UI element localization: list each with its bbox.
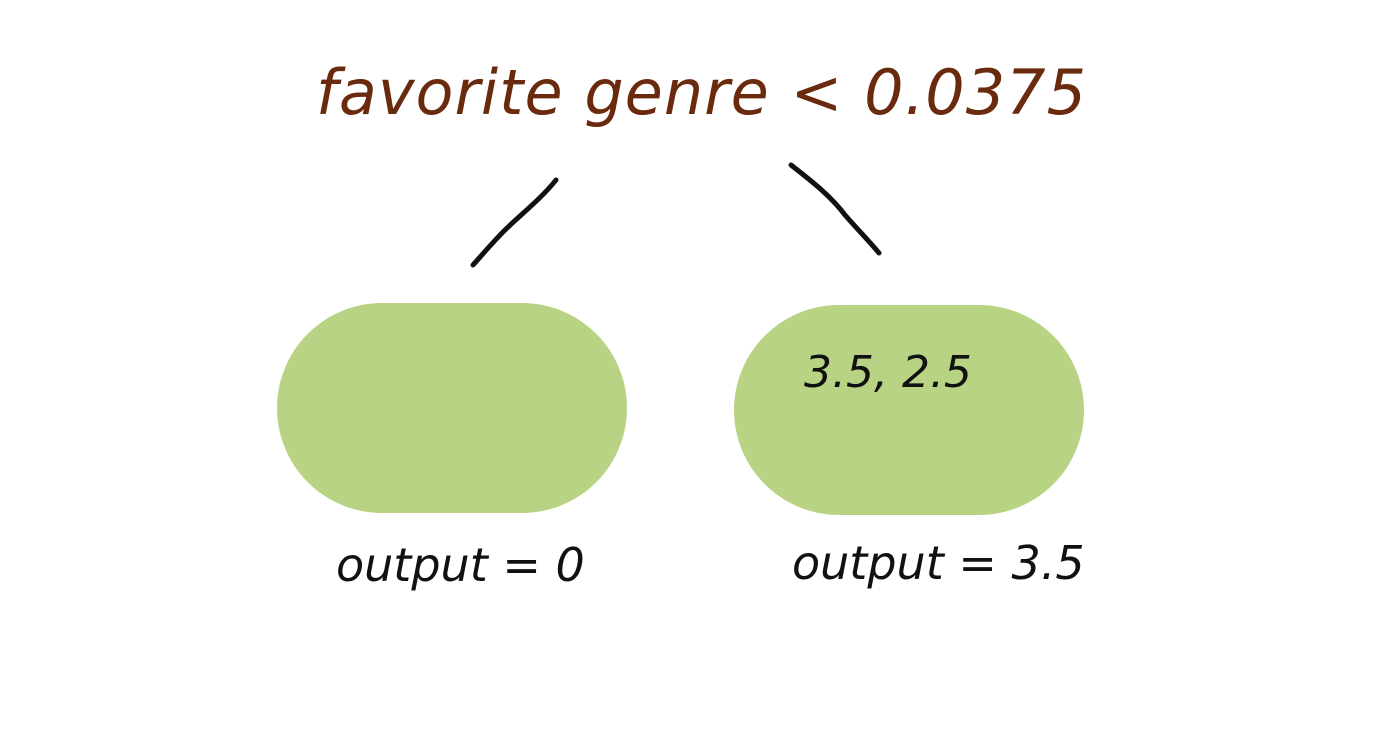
right-leaf-node: 3.5, 2.5 (734, 305, 1084, 515)
right-leaf-output: output = 3.5 (792, 536, 1085, 590)
left-branch-edge (470, 177, 559, 268)
right-branch-edge (788, 162, 882, 256)
left-leaf-output: output = 0 (336, 538, 585, 592)
right-leaf-values: 3.5, 2.5 (804, 347, 972, 398)
left-leaf-node (277, 303, 627, 513)
